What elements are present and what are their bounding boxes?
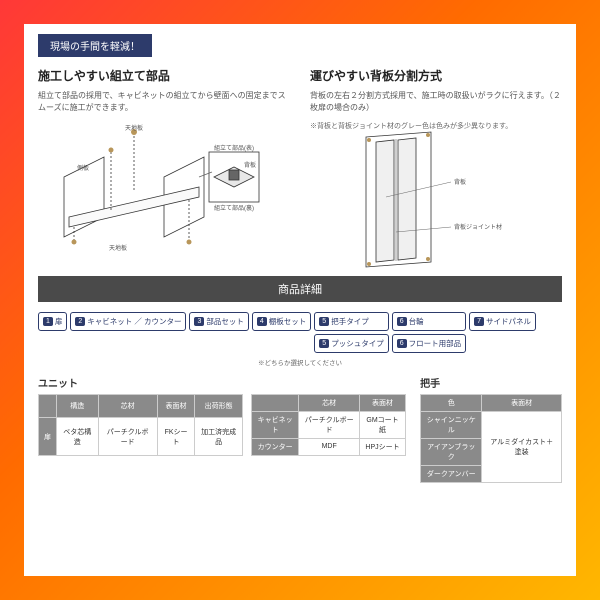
flow-item: 1扉 [38, 312, 67, 331]
col-title: 施工しやすい組立て部品 [38, 67, 290, 84]
flow-item: 6台輪 [392, 312, 466, 331]
handle-block: 把手 色表面材 シャインニッケルアルミダイカスト＋塗装アイアンブラックダークアン… [420, 375, 562, 483]
col-desc: 組立て部品の採用で、キャビネットの組立てから壁面への固定までスムーズに施工ができ… [38, 90, 290, 114]
flow-item: 6フロート用部品 [392, 334, 466, 353]
col-assembly: 施工しやすい組立て部品 組立て部品の採用で、キャビネットの組立てから壁面への固定… [38, 67, 290, 262]
page: 現場の手間を軽減！ 施工しやすい組立て部品 組立て部品の採用で、キャビネットの組… [24, 24, 576, 576]
col-desc: 背板の左右２分割方式採用で、施工時の取扱いがラクに行えます。（２枚扉の場合のみ） [310, 90, 562, 114]
col-backpanel: 運びやすい背板分割方式 背板の左右２分割方式採用で、施工時の取扱いがラクに行えま… [310, 67, 562, 262]
unit-table-1: 構造芯材表面材出荷形態 扉ベタ芯構造パーチクルボードFKシート加工済完成品 [38, 394, 243, 456]
flow-item: 3部品セット [189, 312, 248, 331]
table-title: ユニット [38, 375, 406, 390]
backpanel-diagram: 背板 背板ジョイント材 [310, 132, 562, 262]
unit-block: ユニット 構造芯材表面材出荷形態 扉ベタ芯構造パーチクルボードFKシート加工済完… [38, 375, 406, 483]
header-badge: 現場の手間を軽減！ [38, 34, 152, 57]
spec-tables: ユニット 構造芯材表面材出荷形態 扉ベタ芯構造パーチクルボードFKシート加工済完… [38, 375, 562, 483]
svg-text:組立て部品(表): 組立て部品(表) [214, 144, 254, 152]
flow-item: 5把手タイプ [314, 312, 388, 331]
product-flow: 1扉2キャビネット ／ カウンター3部品セット4棚板セット 5把手タイプ 5プッシ… [38, 312, 562, 353]
flow-item: 4棚板セット [252, 312, 311, 331]
svg-text:天地板: 天地板 [125, 124, 143, 132]
handle-table: 色表面材 シャインニッケルアルミダイカスト＋塗装アイアンブラックダークアンバー [420, 394, 562, 483]
feature-columns: 施工しやすい組立て部品 組立て部品の採用で、キャビネットの組立てから壁面への固定… [38, 67, 562, 262]
flow-item: 7サイドパネル [469, 312, 536, 331]
section-title: 商品詳細 [38, 276, 562, 302]
flow-item: 5プッシュタイプ [314, 334, 388, 353]
svg-text:背板ジョイント材: 背板ジョイント材 [454, 223, 502, 231]
svg-text:天地板: 天地板 [109, 244, 127, 252]
svg-text:側板: 側板 [77, 164, 89, 172]
col-title: 運びやすい背板分割方式 [310, 67, 562, 84]
flow-note: ※どちらか選択してください [38, 357, 562, 367]
table-title: 把手 [420, 375, 562, 390]
svg-text:背板: 背板 [244, 161, 256, 169]
svg-text:背板: 背板 [454, 178, 466, 186]
flow-item: 2キャビネット ／ カウンター [70, 312, 186, 331]
svg-text:組立て部品(裏): 組立て部品(裏) [214, 204, 254, 212]
unit-table-2: 芯材表面材 キャビネットパーチクルボードGMコート紙カウンターMDFHPJシート [251, 394, 406, 456]
assembly-diagram: 天地板 側板 組立て部品(表) 背板 組立て部品(裏) 天地板 [38, 122, 290, 252]
